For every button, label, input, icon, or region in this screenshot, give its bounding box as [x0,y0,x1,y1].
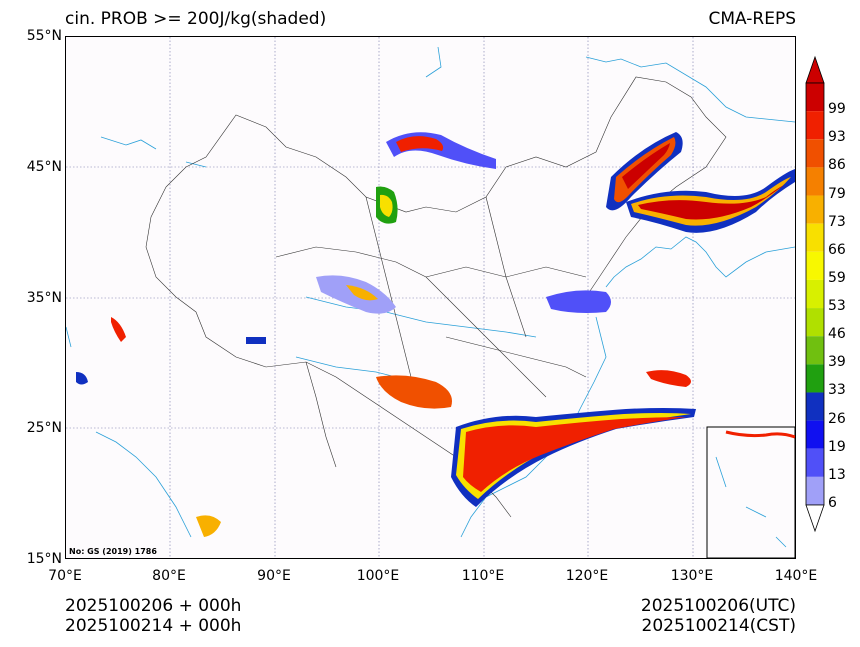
colorbar-min-arrow [805,504,825,533]
colorbar-level-label: 46 [828,326,846,343]
colorbar-bin [806,336,824,365]
colorbar-level-label: 33 [828,382,846,399]
colorbar-bin [806,279,824,309]
lon-label-100: 100°E [356,568,400,584]
lon-label-140: 140°E [774,568,818,584]
colorbar-bin [806,251,824,280]
colorbar-level-label: 19 [828,438,846,455]
lon-label-70: 70°E [48,568,82,584]
colorbar-level-label: 13 [828,466,846,483]
colorbar-max-arrow [805,55,825,84]
lon-label-130: 130°E [670,568,714,584]
gridlines [66,37,795,558]
probability-shading [76,132,795,537]
valid-time-cst: 2025100214(CST) [641,616,796,636]
lon-label-90: 90°E [257,568,291,584]
colorbar-level-label: 53 [828,298,846,315]
colorbar-level-label: 59 [828,269,846,286]
lat-label-25: 25°N [26,420,62,436]
lon-label-80: 80°E [152,568,186,584]
colorbar-level-label: 79 [828,185,846,202]
colorbar-bin [806,392,824,421]
coastlines [66,46,795,538]
valid-time-utc: 2025100206(UTC) [640,596,796,616]
forecast-init-time: 2025100206 + 000h [65,596,242,616]
lon-label-120: 120°E [565,568,609,584]
forecast-init-time-local: 2025100214 + 000h [65,616,242,636]
map-canvas [66,37,795,558]
lat-label-35: 35°N [26,290,62,306]
colorbar-bin [806,364,824,393]
colorbar-bin [806,111,824,140]
colorbar-bin [806,167,824,196]
colorbar-level-label: 73 [828,213,846,230]
colorbar-level-label: 99 [828,101,846,118]
colorbar-bin [806,195,824,224]
colorbar-level-label: 39 [828,354,846,371]
south-china-sea-inset [706,426,795,558]
colorbar [805,55,825,533]
map-frame: No: GS (2019) 1786 [65,36,796,559]
colorbar-level-label: 26 [828,410,846,427]
lon-label-110: 110°E [461,568,505,584]
colorbar-level-label: 86 [828,157,846,174]
colorbar-bin [806,223,824,252]
colorbar-bin [806,476,824,505]
colorbar-level-label: 93 [828,129,846,146]
lat-label-15: 15°N [26,551,62,567]
colorbar-bin [806,139,824,168]
lat-label-45: 45°N [26,159,62,175]
colorbar-bin [806,420,824,449]
colorbar-level-label: 66 [828,241,846,258]
model-name: CMA-REPS [708,9,796,29]
chart-title: cin. PROB >= 200J/kg(shaded) [65,9,327,29]
lat-label-55: 55°N [26,28,62,44]
colorbar-bin [806,448,824,477]
colorbar-bin [806,308,824,337]
colorbar-level-label: 6 [828,495,837,511]
colorbar-bin [806,83,824,112]
borders [145,76,727,518]
map-review-number: No: GS (2019) 1786 [69,547,157,556]
